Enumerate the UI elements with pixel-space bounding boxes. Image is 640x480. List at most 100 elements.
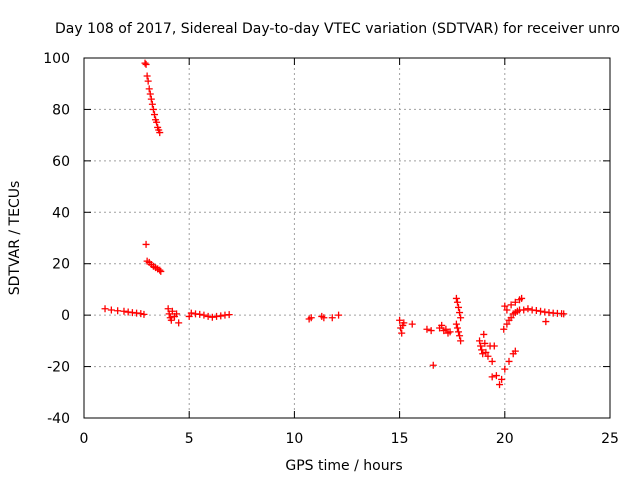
data-point <box>396 316 404 324</box>
y-tick-label: -40 <box>47 411 70 427</box>
data-point <box>200 311 208 319</box>
y-tick-label: 80 <box>52 102 70 118</box>
data-point <box>518 294 526 302</box>
data-point <box>503 320 511 328</box>
data-point <box>482 348 490 356</box>
data-point <box>429 361 437 369</box>
x-tick-label: 10 <box>285 431 303 447</box>
data-point <box>107 306 115 314</box>
data-points <box>101 59 568 389</box>
data-point <box>478 346 486 354</box>
y-tick-label: 100 <box>43 51 70 67</box>
data-point <box>148 100 156 108</box>
data-point <box>140 310 148 318</box>
data-point <box>153 118 161 126</box>
data-point <box>114 307 122 315</box>
data-point <box>175 319 183 327</box>
data-point <box>196 310 204 318</box>
data-point <box>173 310 181 318</box>
data-point <box>398 329 406 337</box>
data-point <box>481 339 489 347</box>
y-tick-label: 60 <box>52 154 70 170</box>
data-point <box>456 309 464 317</box>
data-point <box>145 85 153 93</box>
data-point <box>204 312 212 320</box>
data-point <box>423 325 431 333</box>
data-point <box>532 307 540 315</box>
data-point <box>477 342 485 350</box>
data-point <box>157 267 165 275</box>
data-point <box>455 303 463 311</box>
data-point <box>101 305 109 313</box>
data-point <box>144 77 152 85</box>
data-point <box>156 129 164 137</box>
data-point <box>328 314 336 322</box>
data-point <box>156 266 164 274</box>
data-point <box>479 350 487 358</box>
data-point <box>490 342 498 350</box>
data-point <box>500 325 508 333</box>
data-point <box>438 321 446 329</box>
x-tick-label: 20 <box>496 431 514 447</box>
data-point <box>142 240 150 248</box>
chart-title: Day 108 of 2017, Sidereal Day-to-day VTE… <box>55 21 620 37</box>
data-point <box>505 357 513 365</box>
data-point <box>537 307 545 315</box>
x-tick-label: 5 <box>185 431 194 447</box>
data-point <box>427 327 435 335</box>
data-point <box>208 313 216 321</box>
data-point <box>147 95 155 103</box>
data-point <box>488 357 496 365</box>
data-point <box>484 352 492 360</box>
data-point <box>492 372 500 380</box>
data-point <box>141 59 149 67</box>
y-tick-labels: -40 -20 0 20 40 60 80 100 <box>43 51 70 427</box>
data-point <box>501 365 509 373</box>
data-point <box>503 306 511 314</box>
data-point <box>320 314 328 322</box>
data-point <box>452 320 460 328</box>
data-point <box>453 324 461 332</box>
data-point <box>511 298 519 306</box>
y-tick-label: 40 <box>52 205 70 221</box>
data-point <box>507 301 515 309</box>
data-point <box>150 111 158 119</box>
data-point <box>453 298 461 306</box>
data-point <box>480 330 488 338</box>
x-tick-labels: 0 5 10 15 20 25 <box>80 431 619 447</box>
y-axis-label: SDTVAR / TECUs <box>7 181 23 296</box>
data-point <box>168 307 176 315</box>
y-tick-label: 20 <box>52 257 70 273</box>
data-point <box>187 309 195 317</box>
data-point <box>149 105 157 113</box>
data-point <box>455 328 463 336</box>
data-point <box>542 318 550 326</box>
data-point <box>142 60 150 68</box>
data-point <box>442 325 450 333</box>
data-point <box>446 328 454 336</box>
data-point <box>488 373 496 381</box>
data-point <box>225 311 233 319</box>
data-point <box>511 347 519 355</box>
data-point <box>307 314 315 322</box>
x-tick-label: 15 <box>391 431 409 447</box>
x-axis-label: GPS time / hours <box>285 458 402 474</box>
data-point <box>507 314 515 322</box>
data-point <box>143 72 151 80</box>
data-point <box>498 375 506 383</box>
data-point <box>146 90 154 98</box>
data-point <box>452 294 460 302</box>
plot-frame <box>83 57 611 419</box>
data-point <box>476 337 484 345</box>
data-point <box>164 305 172 313</box>
data-point <box>167 316 175 324</box>
grid <box>84 58 610 418</box>
data-point <box>457 337 465 345</box>
x-tick-label: 25 <box>601 431 619 447</box>
data-point <box>408 320 416 328</box>
data-point <box>524 305 532 313</box>
x-tick-label: 0 <box>80 431 89 447</box>
data-point <box>120 307 128 315</box>
data-point <box>456 332 464 340</box>
